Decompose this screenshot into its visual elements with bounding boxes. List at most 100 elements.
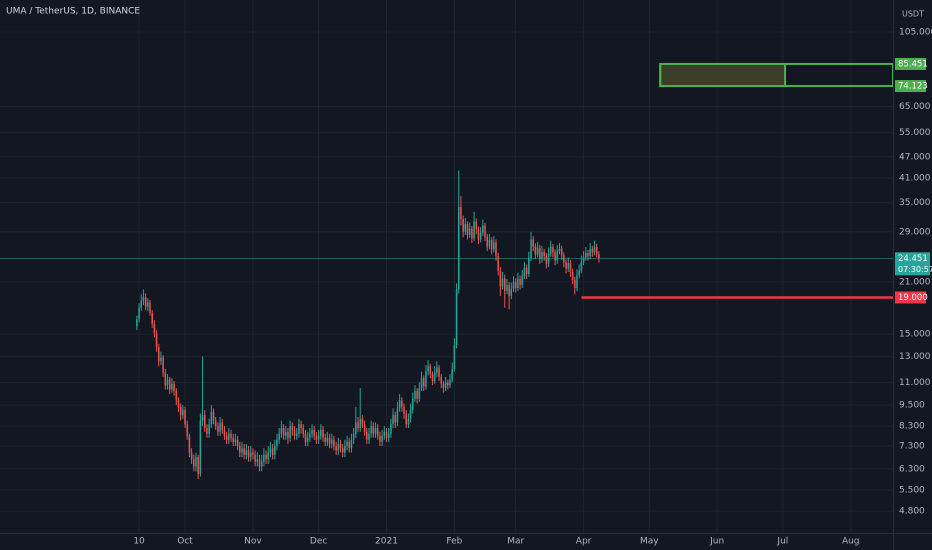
- candle-body: [208, 424, 210, 434]
- candle-body: [595, 246, 598, 255]
- candle-body: [394, 415, 397, 423]
- candle-body: [552, 246, 554, 253]
- price-label-box: [895, 252, 930, 276]
- candle-body: [486, 236, 488, 247]
- level-price-label: 19.000: [898, 293, 928, 303]
- price-label-box: [895, 57, 926, 70]
- candle-body: [291, 426, 294, 430]
- y-tick-label: 15.000: [899, 330, 931, 340]
- y-tick-label: 105.000: [899, 27, 932, 37]
- candle-body: [442, 383, 445, 389]
- candle-body: [372, 426, 375, 434]
- candle-body: [210, 411, 213, 425]
- candle-body: [311, 429, 313, 434]
- candle-body: [571, 271, 574, 280]
- candle-body: [510, 288, 513, 296]
- y-tick-label: 35.000: [899, 198, 931, 208]
- x-tick-label: Jun: [709, 537, 724, 547]
- candle-body: [543, 251, 545, 257]
- candle-body: [274, 446, 276, 455]
- candle-body: [232, 437, 234, 442]
- candle-body: [352, 433, 355, 440]
- y-tick-label: 41.000: [899, 174, 931, 184]
- candle-body: [339, 443, 342, 449]
- candle-body: [359, 418, 361, 428]
- candle-body: [217, 426, 219, 432]
- candle-body: [197, 457, 199, 474]
- candle-body: [482, 225, 484, 233]
- candle-body: [427, 366, 429, 372]
- candle-body: [422, 378, 425, 387]
- candle-body: [370, 426, 372, 434]
- candle-body: [512, 281, 515, 289]
- x-tick-label: Jul: [776, 537, 788, 547]
- candle-body: [239, 446, 241, 453]
- candle-body: [455, 289, 458, 345]
- y-tick-label: 21.000: [899, 277, 931, 287]
- candle-body: [157, 347, 160, 362]
- candle-body: [151, 312, 153, 325]
- countdown-label: 07:30:57: [898, 265, 932, 274]
- candle-body: [293, 429, 296, 436]
- candle-body: [457, 207, 460, 290]
- y-tick-label: 7.300: [899, 442, 925, 452]
- candle-body: [260, 461, 263, 467]
- candle-body: [199, 420, 202, 474]
- candle-body: [576, 275, 578, 288]
- candle-body: [490, 240, 493, 250]
- candle-body: [140, 300, 143, 308]
- candle-body: [357, 422, 359, 428]
- candle-body: [405, 413, 407, 425]
- candle-body: [278, 433, 280, 440]
- y-tick-label: 47.000: [899, 152, 931, 162]
- candle-body: [315, 435, 318, 440]
- candle-body: [300, 424, 302, 428]
- candle-body: [368, 433, 370, 440]
- candle-body: [589, 248, 591, 257]
- candle-body: [523, 267, 526, 277]
- candle-body: [142, 297, 145, 301]
- candle-body: [245, 450, 248, 455]
- candle-body: [517, 278, 519, 288]
- chart-title: UMA / TetherUS, 1D, BINANCE: [6, 7, 140, 17]
- candle-body: [221, 422, 224, 430]
- candle-body: [269, 448, 272, 453]
- candle-body: [567, 263, 570, 269]
- candle-body: [295, 433, 298, 436]
- candle-body: [431, 374, 434, 381]
- candle-body: [330, 439, 333, 444]
- candle-body: [407, 418, 410, 425]
- candle-body: [536, 247, 539, 255]
- candle-body: [271, 448, 274, 455]
- candle-body: [503, 278, 506, 292]
- candle-body: [416, 391, 418, 399]
- candle-body: [477, 229, 480, 240]
- candle-body: [493, 242, 495, 250]
- candle-body: [333, 439, 335, 447]
- candle-body: [363, 424, 366, 432]
- candle-body: [541, 251, 543, 260]
- candle-body: [138, 307, 140, 320]
- candle-body: [598, 254, 600, 259]
- candle-body: [335, 446, 337, 451]
- candle-body: [390, 424, 392, 434]
- candle-body: [558, 248, 561, 252]
- candle-body: [521, 276, 524, 285]
- candle-body: [287, 431, 289, 438]
- candle-body: [184, 410, 186, 425]
- candle-body: [444, 382, 447, 389]
- candle-body: [473, 221, 475, 239]
- candle-body: [265, 454, 267, 460]
- candle-body: [285, 431, 287, 436]
- y-tick-label: 4.800: [899, 507, 925, 517]
- candle-body: [420, 378, 423, 389]
- candle-body: [545, 256, 548, 264]
- candle-body: [186, 424, 188, 436]
- price-label-box: [895, 291, 926, 304]
- candle-body: [306, 437, 309, 442]
- candle-body: [243, 448, 245, 455]
- candle-body: [549, 246, 552, 254]
- candle-body: [547, 253, 550, 264]
- zone-fill: [659, 62, 787, 88]
